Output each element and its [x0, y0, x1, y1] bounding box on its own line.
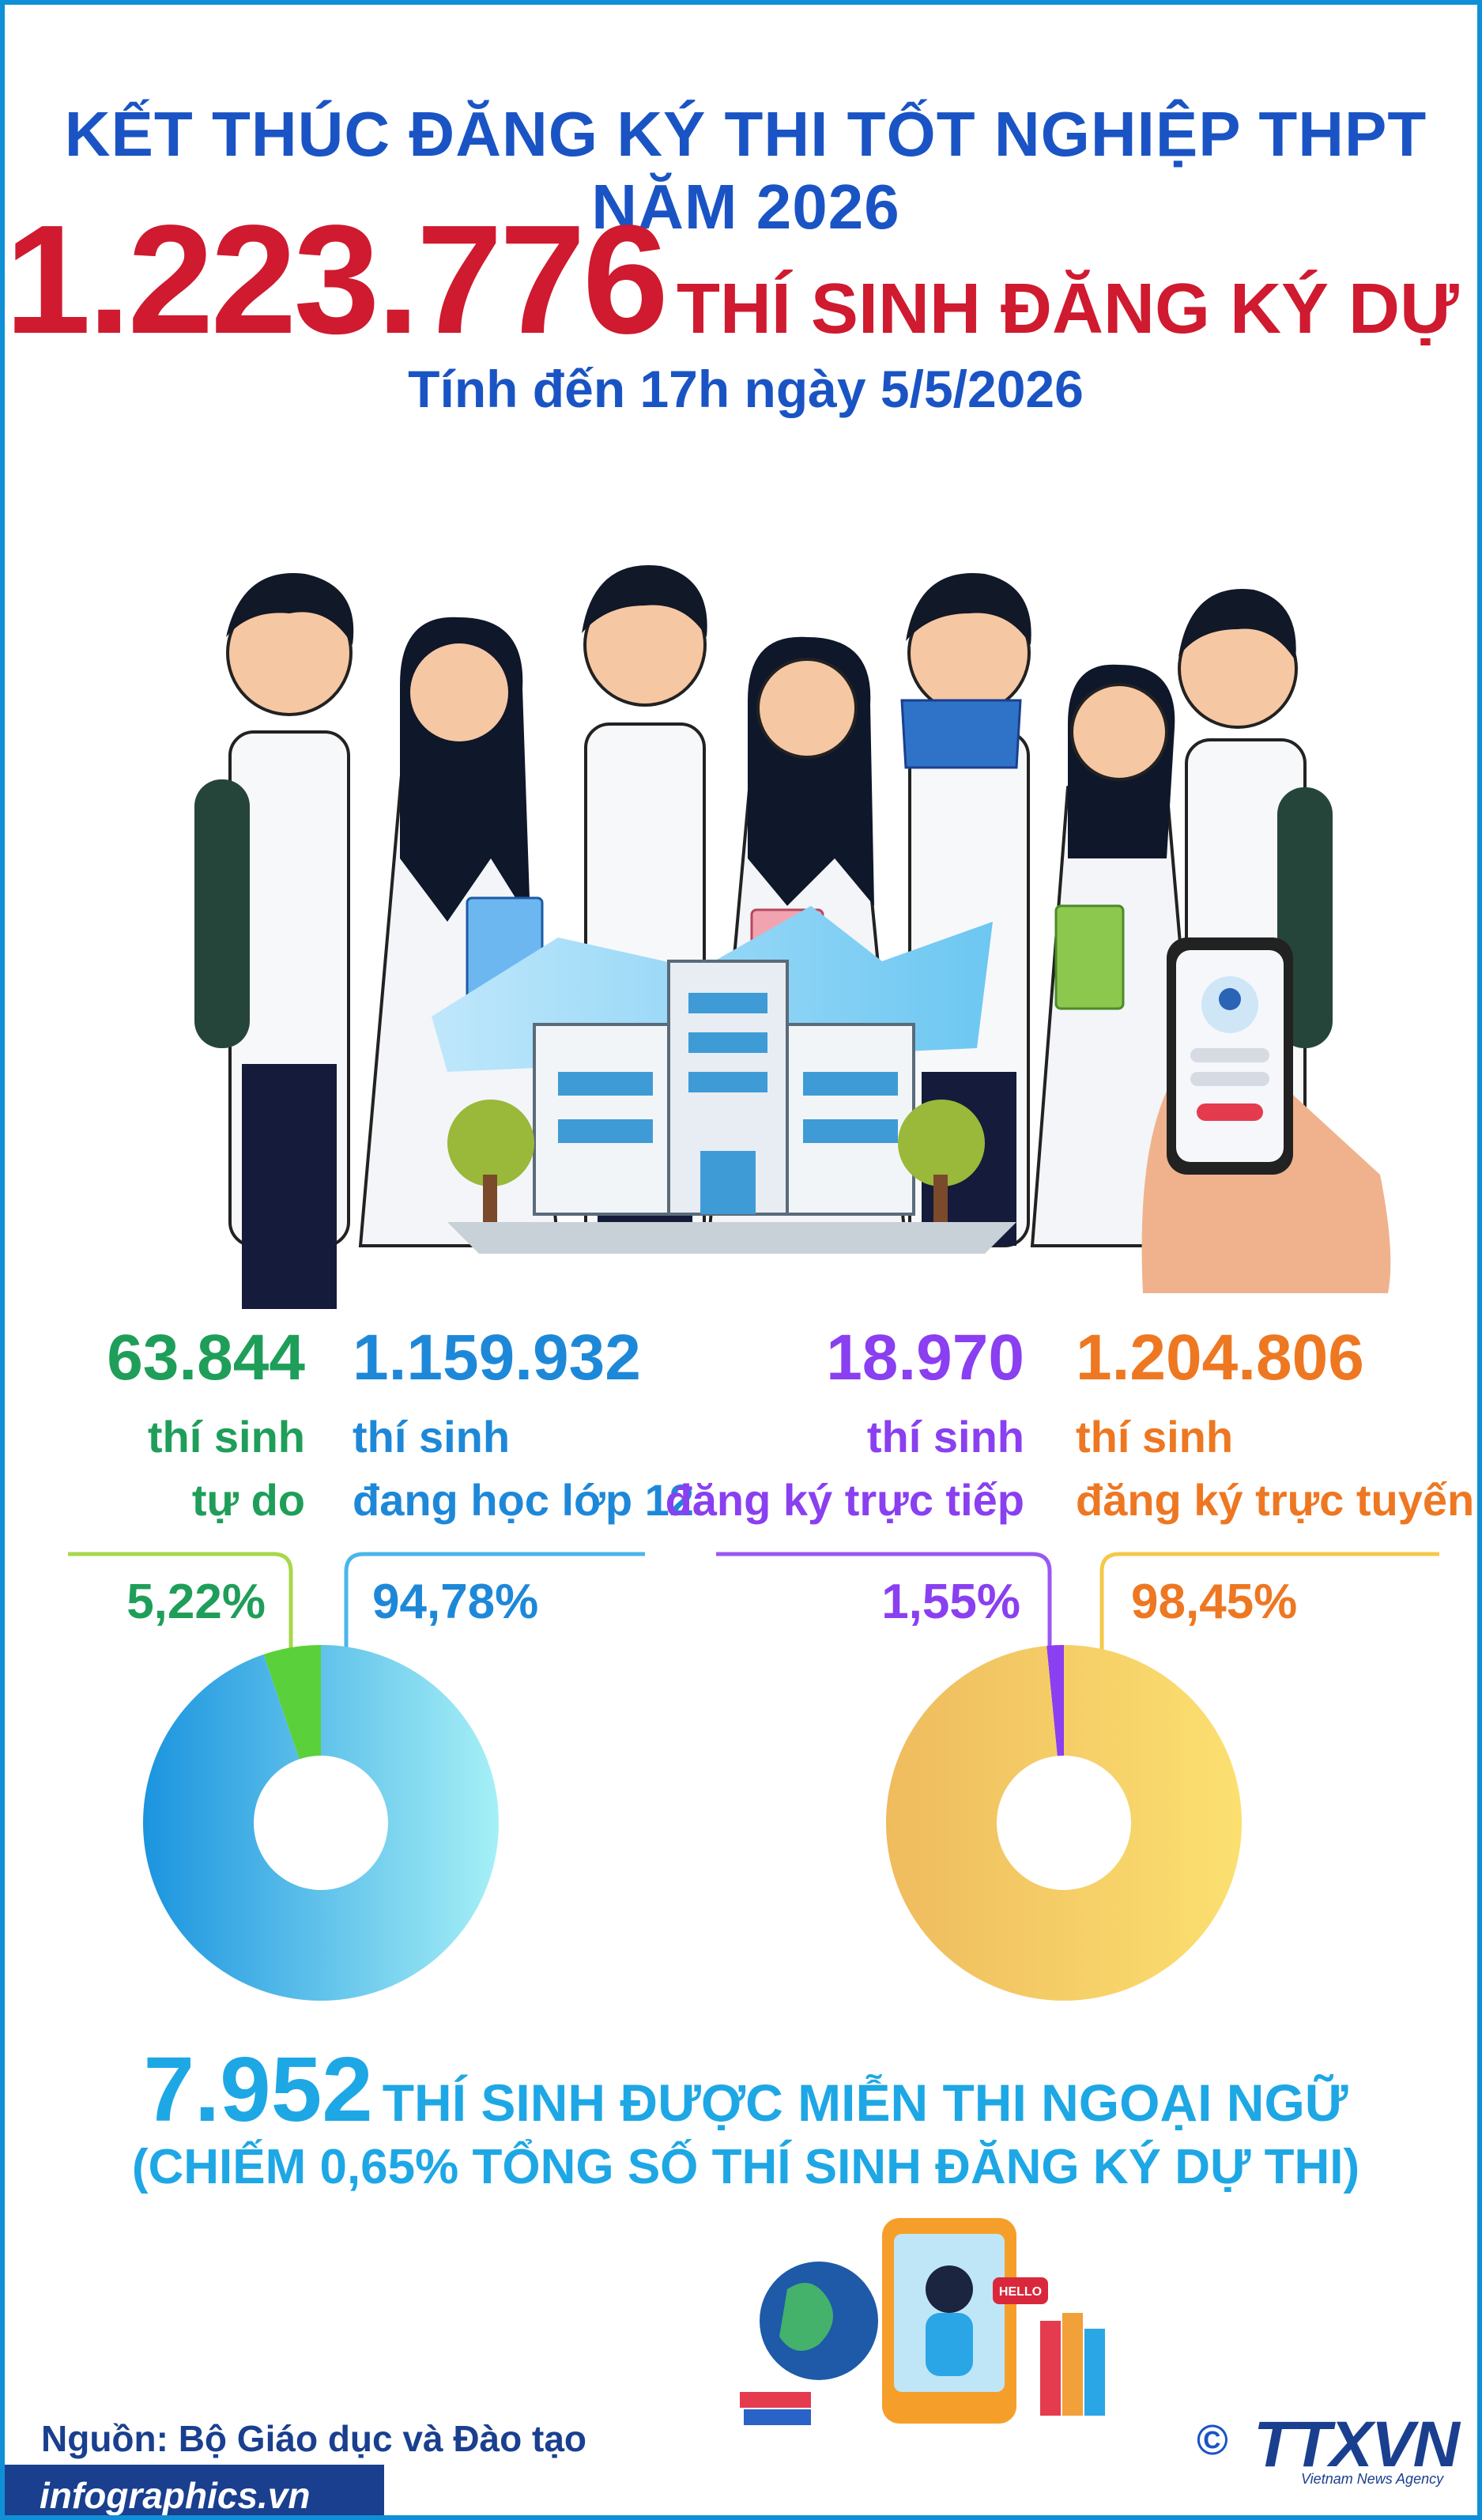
ttxvn-logo-subtitle: Vietnam News Agency: [1301, 2471, 1444, 2487]
online-label-1: thí sinh: [1076, 1412, 1234, 1462]
copyright-icon: ©: [1197, 2416, 1228, 2464]
phone-in-hand-icon: [1141, 937, 1391, 1293]
exempt-note: (CHIẾM 0,65% TỔNG SỐ THÍ SINH ĐĂNG KÝ DỰ…: [131, 2140, 1360, 2194]
student-girl-icon: [358, 617, 560, 1247]
hello-text: HELLO: [999, 2285, 1042, 2299]
language-learning-illustration: HELLO: [740, 2218, 1105, 2425]
online-label-2: đăng ký trực tuyến: [1076, 1475, 1475, 1525]
direct-label-1: thí sinh: [866, 1412, 1024, 1462]
online-percent: 98,45%: [1131, 1575, 1298, 1629]
grade12-connector: [344, 1552, 645, 1657]
total-number: 1.223.776: [5, 193, 669, 366]
direct-connector: [716, 1552, 1052, 1657]
donut-slice-major: [886, 1645, 1242, 2001]
donut-slice-major: [142, 1645, 499, 2001]
direct-number: 18.970: [826, 1322, 1024, 1394]
free-connector: [68, 1552, 293, 1657]
donut-slice-minor: [1046, 1645, 1064, 1756]
ttxvn-logo: TTXVN: [1254, 2409, 1460, 2480]
source-text: Nguồn: Bộ Giáo dục và Đào tạo: [41, 2418, 587, 2459]
free-candidates-number: 63.844: [107, 1322, 305, 1394]
grade12-percent: 94,78%: [372, 1575, 539, 1629]
grade12-label-2: đang học lớp 12: [353, 1475, 694, 1525]
exempt-number: 7.952: [143, 2038, 373, 2141]
student-boy-icon: [194, 573, 354, 1309]
hello-bubble: [993, 2277, 1048, 2304]
direct-percent: 1,55%: [881, 1575, 1020, 1629]
free-percent: 5,22%: [126, 1575, 266, 1629]
free-candidates-label-1: thí sinh: [147, 1412, 305, 1462]
headline-title: KẾT THÚC ĐĂNG KÝ THI TỐT NGHIỆP THPT NĂM…: [64, 99, 1427, 242]
school-building-icon: [432, 906, 1016, 1254]
as-of-date: Tính đến 17h ngày 5/5/2026: [408, 360, 1084, 418]
students-illustration: [194, 565, 1391, 1309]
free-candidates-label-2: tự do: [191, 1475, 305, 1525]
grade12-number: 1.159.932: [353, 1322, 641, 1394]
total-suffix: THÍ SINH ĐĂNG KÝ DỰ THI: [676, 270, 1477, 349]
site-footer: infographics.vn: [5, 2465, 384, 2516]
site-url[interactable]: infographics.vn: [40, 2475, 311, 2516]
donut-slice-minor: [263, 1645, 321, 1760]
online-connector: [1099, 1552, 1439, 1657]
online-number: 1.204.806: [1076, 1322, 1364, 1394]
connector-lines: [68, 1552, 1439, 1657]
direct-label-2: đăng ký trực tiếp: [665, 1475, 1024, 1525]
grade12-label-1: thí sinh: [353, 1412, 511, 1462]
donut-chart-registration-method: [886, 1645, 1242, 2001]
exempt-text: THÍ SINH ĐƯỢC MIỄN THI NGOẠI NGỮ: [382, 2073, 1348, 2132]
exempt-line: 7.952 THÍ SINH ĐƯỢC MIỄN THI NGOẠI NGỮ: [5, 2036, 1477, 2142]
donut-chart-student-type: [142, 1645, 499, 2001]
